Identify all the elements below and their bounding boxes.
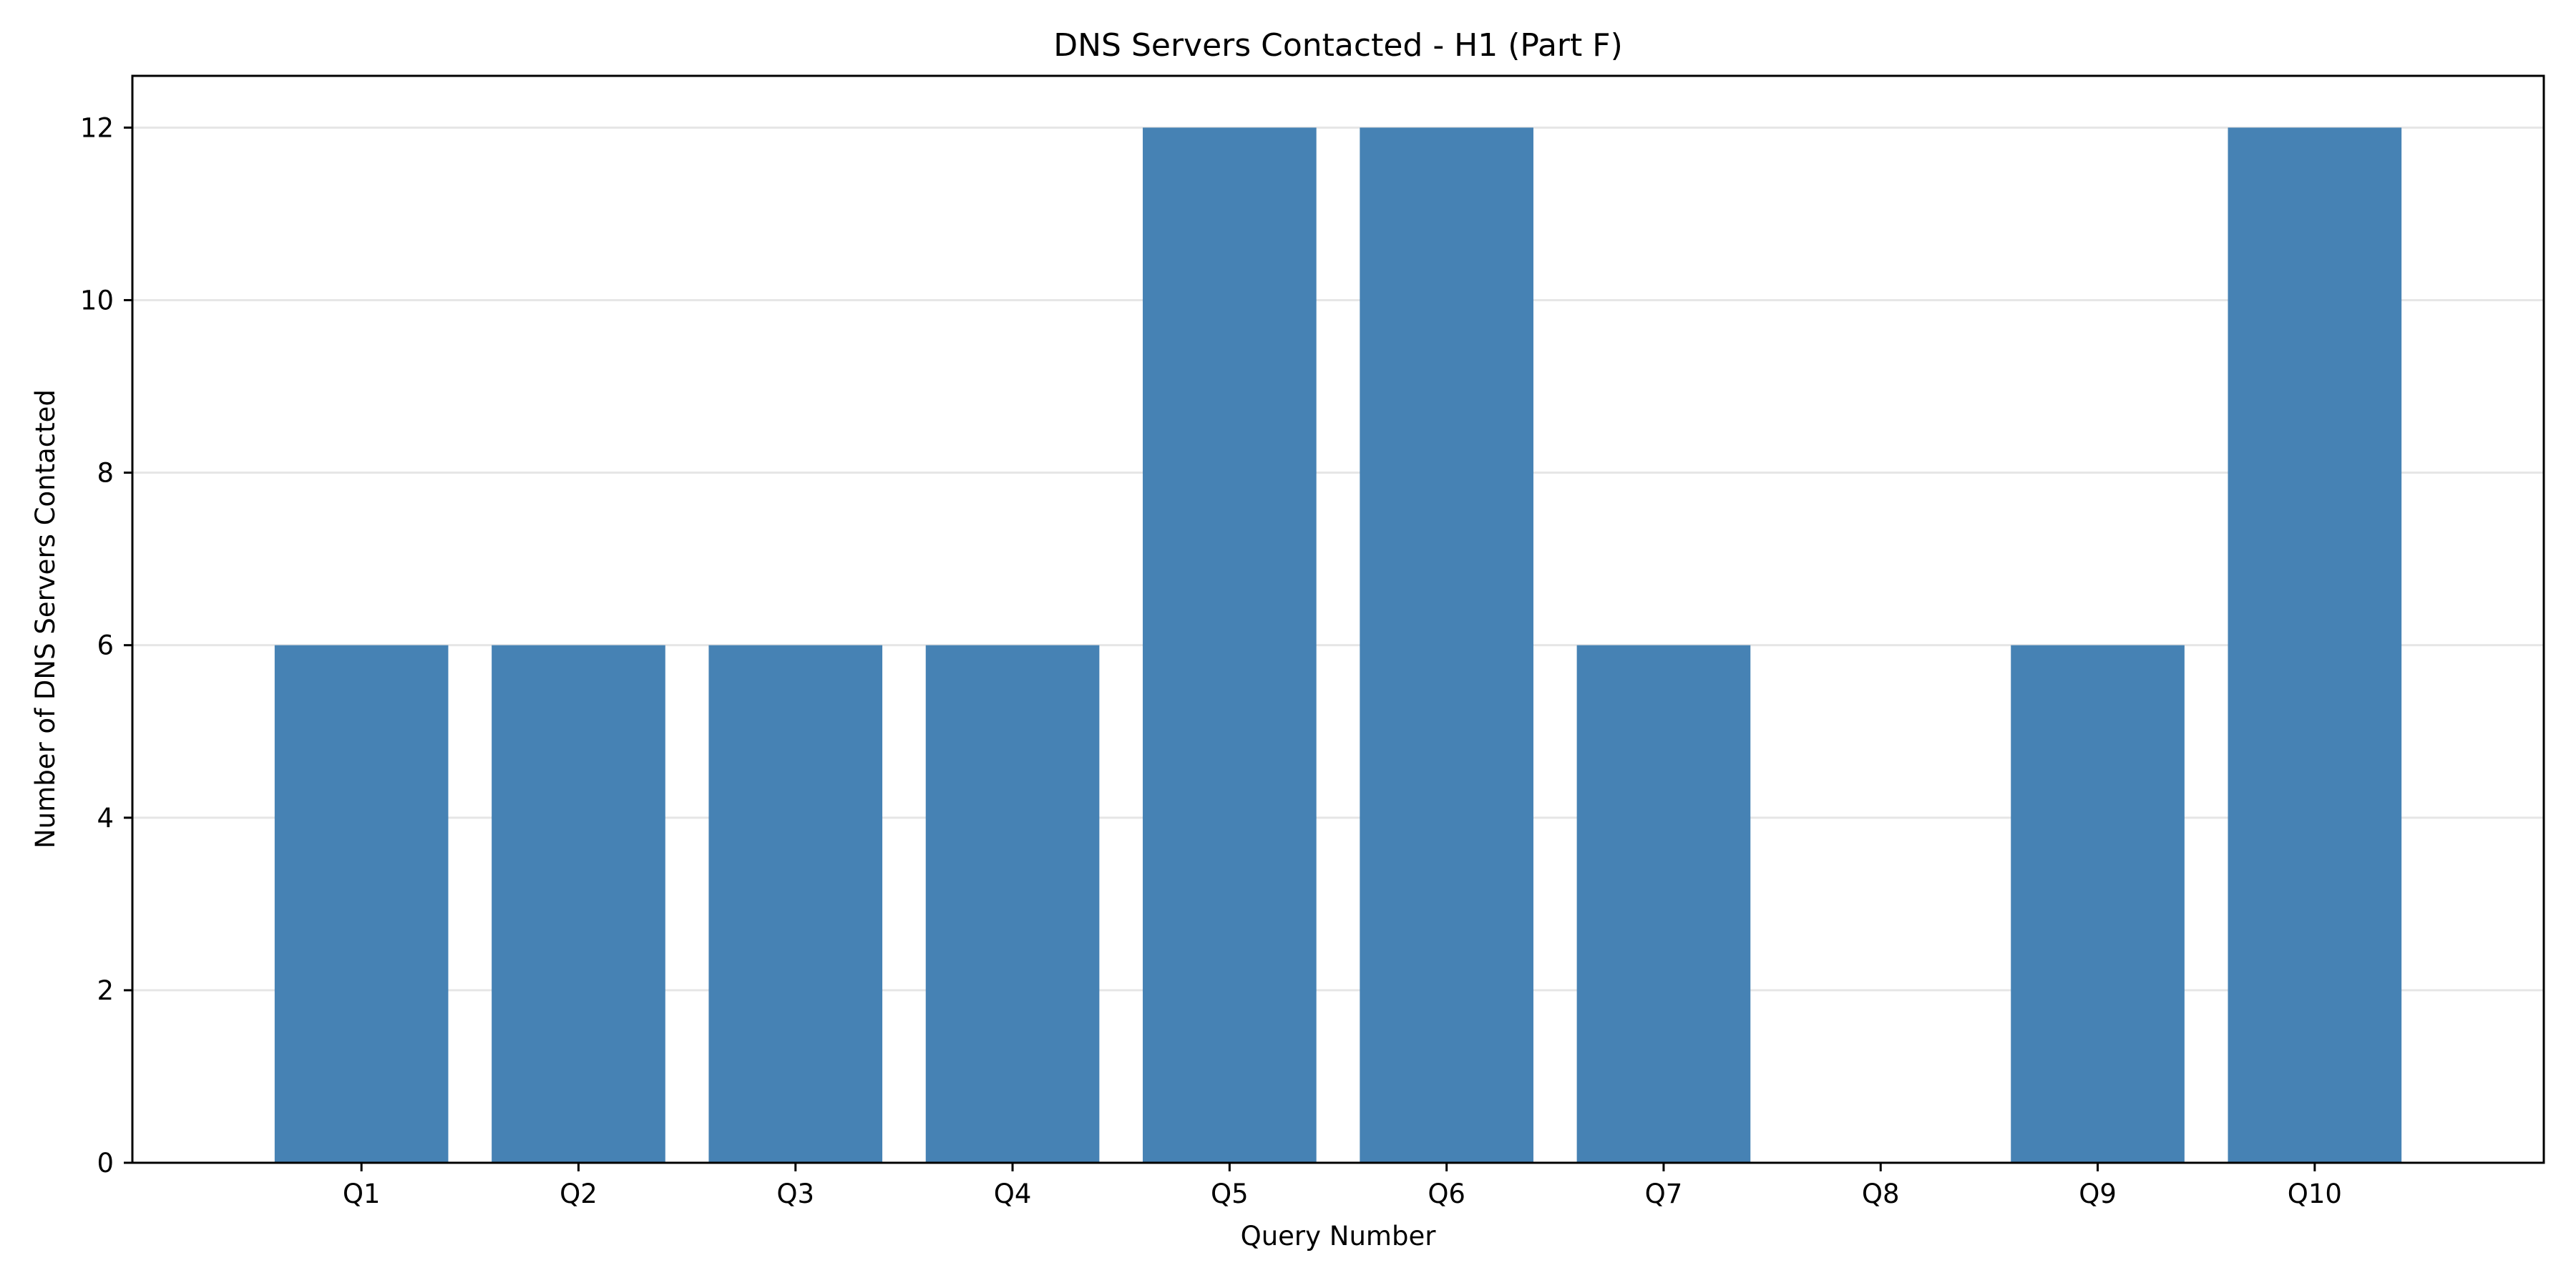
x-tick-label-q8: Q8	[1862, 1179, 1900, 1209]
x-tick-label-q9: Q9	[2079, 1179, 2117, 1209]
y-tick-label-0: 0	[97, 1148, 114, 1179]
bar-q10	[2228, 127, 2402, 1163]
x-tick-label-q10: Q10	[2288, 1179, 2342, 1209]
bar-q6	[1360, 127, 1533, 1163]
y-tick-label-2: 2	[97, 975, 114, 1006]
x-tick-label-q6: Q6	[1428, 1179, 1465, 1209]
x-axis-ticks: Q1 Q2 Q3 Q4 Q5 Q6 Q7 Q8 Q9 Q10	[343, 1163, 2342, 1209]
x-tick-label-q5: Q5	[1211, 1179, 1249, 1209]
y-axis-ticks: 0 2 4 6 8 10 12	[80, 112, 132, 1179]
bars	[274, 127, 2402, 1163]
y-tick-label-4: 4	[97, 803, 114, 834]
y-tick-label-12: 12	[80, 112, 114, 143]
bar-q2	[492, 645, 665, 1163]
bar-q7	[1576, 645, 1751, 1163]
y-axis-label: Number of DNS Servers Contacted	[30, 389, 61, 849]
plot-frame	[131, 74, 2545, 1164]
y-tick-label-6: 6	[97, 630, 114, 661]
bar-q1	[274, 645, 449, 1163]
chart-title: DNS Servers Contacted - H1 (Part F)	[1053, 27, 1623, 64]
bar-q5	[1143, 127, 1317, 1163]
x-tick-label-q1: Q1	[343, 1179, 381, 1209]
bar-q4	[925, 645, 1100, 1163]
y-tick-label-8: 8	[97, 458, 114, 489]
x-tick-label-q4: Q4	[994, 1179, 1032, 1209]
x-axis-label: Query Number	[1241, 1221, 1437, 1252]
x-tick-label-q2: Q2	[560, 1179, 597, 1209]
x-tick-label-q7: Q7	[1645, 1179, 1683, 1209]
bar-q9	[2011, 645, 2185, 1163]
y-tick-label-10: 10	[80, 285, 114, 316]
bar-q3	[708, 645, 883, 1163]
x-tick-label-q3: Q3	[776, 1179, 814, 1209]
